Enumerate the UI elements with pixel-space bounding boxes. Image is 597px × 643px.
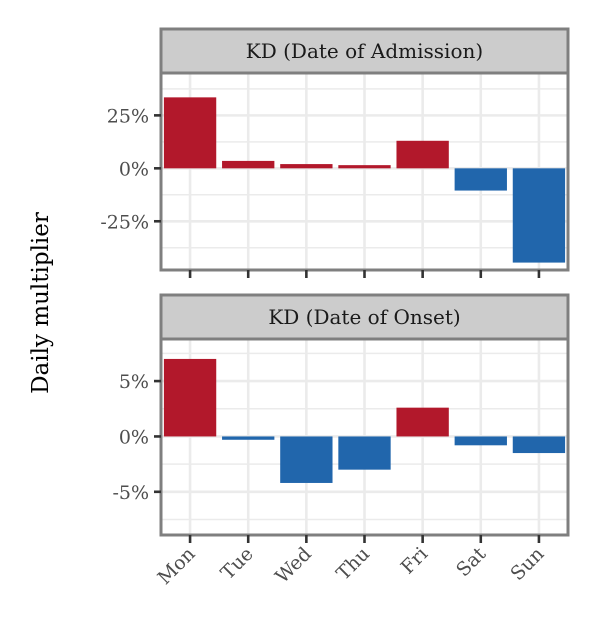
facet-admission-strip — [159, 27, 570, 75]
x-tick-label-mon: Mon — [154, 543, 200, 589]
bar-tue — [222, 436, 275, 440]
facet-admission-title: KD (Date of Admission) — [246, 39, 483, 63]
y-tick-label: -5% — [112, 482, 149, 504]
x-tick-label-wed: Wed — [271, 543, 316, 588]
x-tick-label-fri: Fri — [397, 543, 433, 579]
facet-admission-x-ticks — [188, 270, 541, 278]
facet-onset: KD (Date of Onset) 5% 0% -5% — [112, 293, 570, 543]
x-tick-label-tue: Tue — [217, 543, 258, 584]
facet-admission: KD (Date of Admission) 25% 0% -25% — [100, 27, 570, 278]
x-axis-tick-labels: Mon Tue Wed Thu Fri Sat Sun — [154, 543, 549, 589]
y-tick-label: 0% — [119, 426, 149, 448]
bar-sun — [512, 436, 566, 454]
facet-onset-strip — [159, 293, 570, 341]
x-tick-label-sun: Sun — [506, 543, 548, 585]
y-tick-label: -25% — [100, 211, 149, 233]
bar-fri — [396, 140, 449, 169]
bar-mon — [163, 358, 217, 437]
facet-onset-x-ticks — [188, 535, 541, 543]
bar-sun — [512, 168, 566, 263]
bar-sat — [454, 168, 507, 191]
y-axis-label: Daily multiplier — [28, 212, 54, 394]
bar-thu — [338, 436, 391, 470]
bar-tue — [222, 160, 275, 169]
bar-fri — [396, 407, 449, 437]
facet-onset-y-axis: 5% 0% -5% — [112, 371, 161, 504]
y-tick-label: 0% — [119, 158, 149, 180]
facet-admission-bars — [163, 97, 566, 263]
bar-wed — [280, 436, 333, 483]
bar-wed — [280, 164, 333, 169]
x-tick-label-thu: Thu — [332, 543, 374, 585]
facet-admission-y-axis: 25% 0% -25% — [100, 105, 161, 233]
y-tick-label: 25% — [107, 105, 149, 127]
bar-thu — [338, 165, 391, 169]
facet-onset-title: KD (Date of Onset) — [268, 305, 460, 329]
bar-sat — [454, 436, 507, 446]
x-tick-label-sat: Sat — [452, 543, 490, 581]
bar-mon — [163, 97, 217, 169]
y-tick-label: 5% — [119, 371, 149, 393]
facet-onset-bars — [163, 358, 566, 483]
